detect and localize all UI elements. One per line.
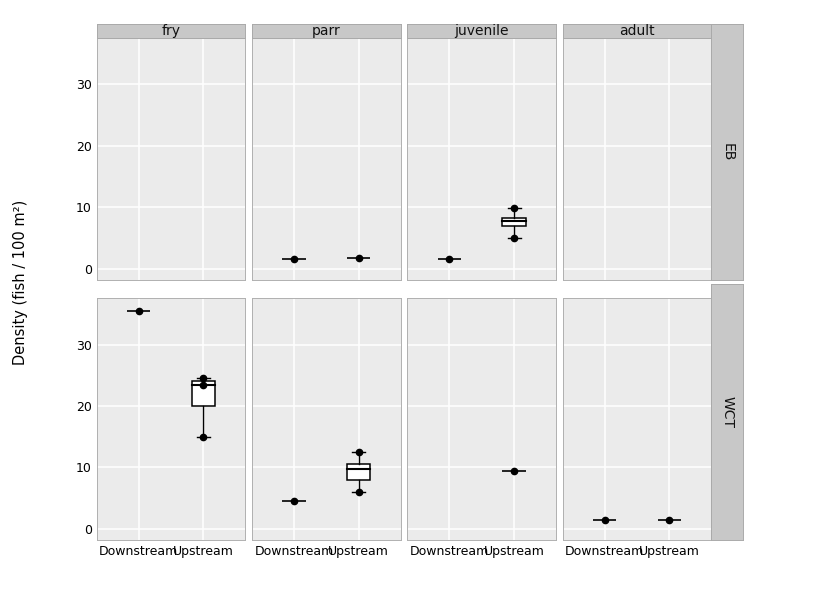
Bar: [192, 382, 215, 406]
Bar: [502, 218, 526, 226]
Text: parr: parr: [312, 24, 341, 38]
Text: fry: fry: [161, 24, 181, 38]
Text: EB: EB: [721, 143, 734, 161]
Text: adult: adult: [619, 24, 655, 38]
Bar: [347, 464, 370, 480]
Text: juvenile: juvenile: [454, 24, 509, 38]
Text: WCT: WCT: [721, 396, 734, 428]
Text: Density (fish / 100 m²): Density (fish / 100 m²): [13, 199, 29, 365]
